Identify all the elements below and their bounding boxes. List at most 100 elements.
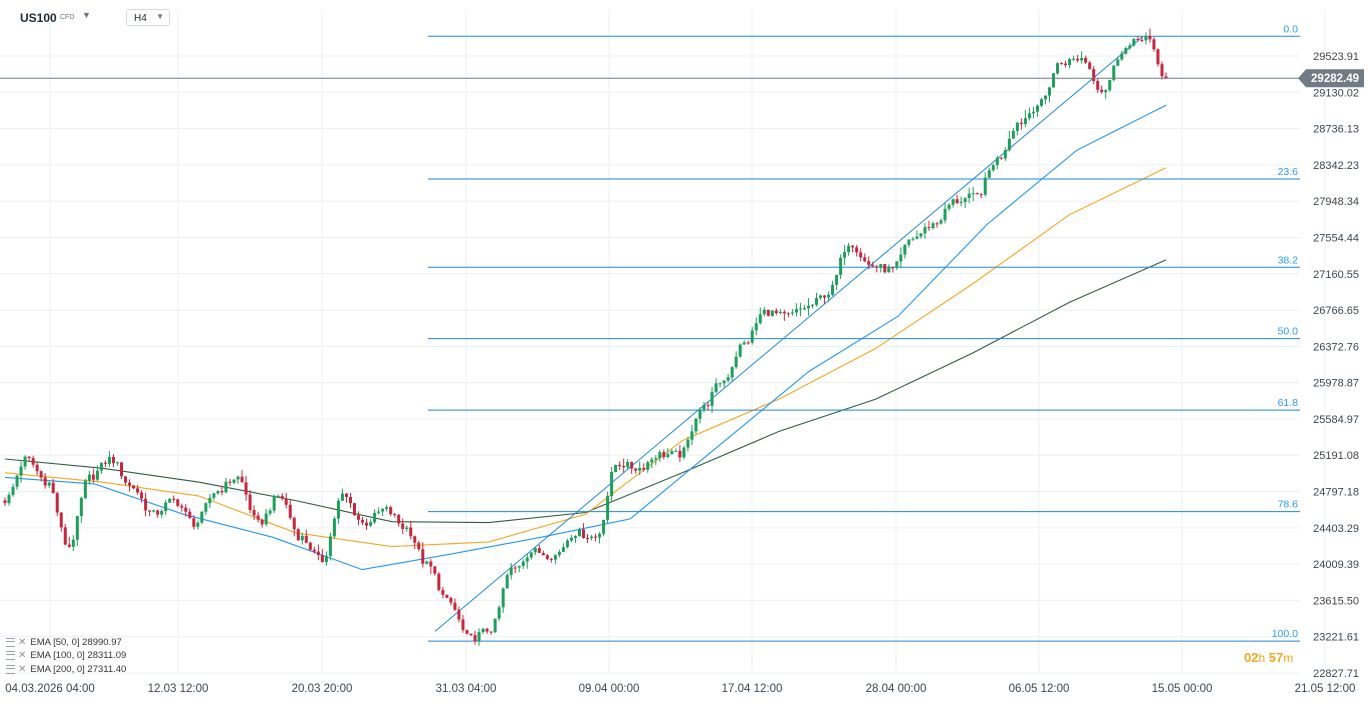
last-price-tag [1298,69,1364,88]
candle-body [208,497,212,504]
x-tick-label: 06.05 12:00 [1009,683,1070,695]
fib-level-label: 38.2 [1278,254,1299,266]
candle-body [770,310,774,316]
candle-body [473,635,477,642]
candle-body [172,498,176,500]
candle-body [304,535,308,543]
candle-body [939,220,943,224]
candle-body [927,227,931,229]
candle-body [320,555,324,563]
candle-body [586,537,590,539]
timeframe-select[interactable]: H4 ▼ [126,9,170,26]
candle-body [180,505,184,508]
candle-body [300,535,304,541]
candle-body [754,323,758,331]
candle-body [835,274,839,285]
candle-body [549,558,553,560]
candle-body [790,312,794,314]
candle-body [895,261,899,268]
candle-body [501,588,505,608]
ema-line-path [4,259,1167,524]
fib-level-label: 50.0 [1278,326,1299,338]
candle-body [115,462,119,464]
candle-body [107,456,111,464]
candle-body [308,542,312,550]
candle-body [802,308,806,310]
trend-line[interactable] [434,35,1144,632]
candle-body [461,619,465,630]
price-axis[interactable]: 29523.91 29130.02 28736.13 28342.23 27948.34… [1313,51,1359,680]
candle-body [819,295,823,298]
candle-body [457,609,461,620]
candle-body [1003,150,1007,159]
candle-body [847,245,851,253]
candle-body [216,491,220,494]
candle-body [907,239,911,245]
indicator-label: EMA [200, 0] 27311.40 [30,663,127,675]
candle-body [111,456,115,464]
y-tick-label: 27554.44 [1313,232,1359,244]
candle-body [103,462,107,464]
time-axis[interactable]: 04.03.2026 04:00 12.03 12:00 20.03 20:00 31… [5,683,1355,695]
remove-indicator-icon[interactable]: ✕ [18,663,27,675]
candle-body [891,267,895,269]
candle-body [497,607,501,619]
candle-body [722,380,726,384]
candle-body [903,244,907,255]
candle-body [622,466,626,468]
settings-handle-icon[interactable] [6,638,15,648]
settings-handle-icon[interactable] [6,664,15,674]
candle-body [256,515,260,520]
remove-indicator-icon[interactable]: ✕ [18,650,27,662]
candle-body [1088,62,1092,70]
candle-body [987,170,991,178]
candle-body [204,503,208,512]
timeframe-value: H4 [134,13,147,24]
candle-body [1084,58,1088,63]
candle-body [31,458,35,465]
remove-indicator-icon[interactable]: ✕ [18,637,27,649]
candle-body [248,494,252,511]
candle-body [899,254,903,262]
candle-body [1068,59,1072,66]
candle-body [823,295,827,298]
y-tick-label: 29523.91 [1313,51,1359,63]
candle-body [413,536,417,543]
candle-body [429,561,433,567]
candle-body [638,467,642,471]
x-tick-label: 15.05 00:00 [1152,683,1213,695]
countdown-hours: 02 [1244,650,1259,665]
x-tick-label: 12.03 12:00 [148,683,209,695]
settings-handle-icon[interactable] [6,651,15,661]
indicator-legend: ✕ EMA [50, 0] 28990.97 ✕ EMA [100, 0] 28… [6,636,126,676]
candle-body [590,536,594,539]
trend-line-segment[interactable] [434,35,1144,632]
candle-body [935,223,939,225]
candle-body [610,472,614,497]
candle-body [650,459,654,463]
candle-body [348,496,352,504]
fibonacci-retracement[interactable]: 0.0 23.6 38.2 50.0 61.8 78.6 100.0 [428,23,1300,642]
symbol-dropdown-caret-icon[interactable]: ▼ [82,10,91,20]
candle-body [971,193,975,195]
candle-body [919,233,923,237]
y-tick-label: 25978.87 [1313,378,1359,390]
candle-body [324,556,328,563]
candle-body [662,452,666,457]
candle-countdown: 02h 57m [1244,650,1293,665]
candle-body [1096,81,1100,90]
candle-body [742,342,746,345]
y-tick-label: 25584.97 [1313,414,1359,426]
symbol-label[interactable]: US100 [20,11,57,25]
candle-body [1060,63,1064,65]
candle-body [750,330,754,343]
candle-body [738,344,742,357]
candle-body [132,485,136,489]
candle-body [782,311,786,314]
candle-body [453,602,457,610]
candle-body [573,536,577,538]
candle-body [867,261,871,265]
candle-body [385,507,389,509]
candle-body [405,527,409,529]
